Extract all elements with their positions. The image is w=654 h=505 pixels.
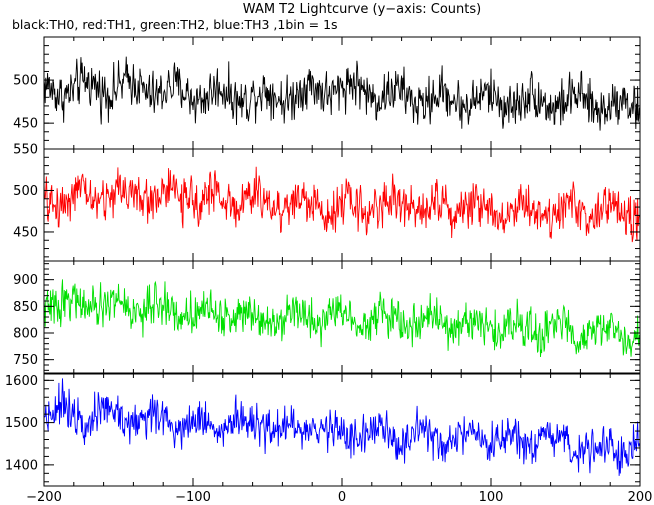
- y-tick-label: 500: [13, 74, 38, 89]
- panel-th3: 1400 1500 1600: [5, 373, 641, 487]
- x-tick-label: 200: [628, 490, 653, 505]
- y-tick-label: 1500: [5, 416, 38, 431]
- panel-frame: [43, 36, 641, 150]
- y-tick-label: 900: [13, 273, 38, 288]
- x-tick-label: 100: [479, 490, 504, 505]
- panels-group: 450 500 450 500 550 750 800 850 900 1400 1500 1600: [5, 36, 641, 487]
- series-th2-line: [44, 279, 640, 357]
- chart-title: WAM T2 Lightcurve (y−axis: Counts): [243, 2, 481, 17]
- x-tick-label: 0: [338, 490, 346, 505]
- series-th3-line: [44, 378, 640, 476]
- y-tick-label: 750: [13, 353, 38, 368]
- panel-th0: 450 500: [13, 36, 641, 150]
- chart-subtitle: black:TH0, red:TH1, green:TH2, blue:TH3 …: [12, 17, 338, 32]
- y-tick-label: 1400: [5, 458, 38, 473]
- x-tick-label: −100: [175, 490, 211, 505]
- panel-th1: 450 500 550: [13, 143, 641, 262]
- y-tick-label: 850: [13, 300, 38, 315]
- y-tick-label: 450: [13, 225, 38, 240]
- series-th0-line: [44, 56, 640, 131]
- y-tick-label: 500: [13, 184, 38, 199]
- y-tick-label: 1600: [5, 374, 38, 389]
- y-tick-label: 550: [13, 143, 38, 158]
- x-axis: −200 −100 0 100 200: [26, 490, 652, 505]
- panel-th2: 750 800 850 900: [13, 260, 641, 374]
- x-tick-label: −200: [26, 490, 62, 505]
- y-tick-label: 800: [13, 327, 38, 342]
- y-tick-label: 450: [13, 117, 38, 132]
- series-th1-line: [44, 166, 640, 243]
